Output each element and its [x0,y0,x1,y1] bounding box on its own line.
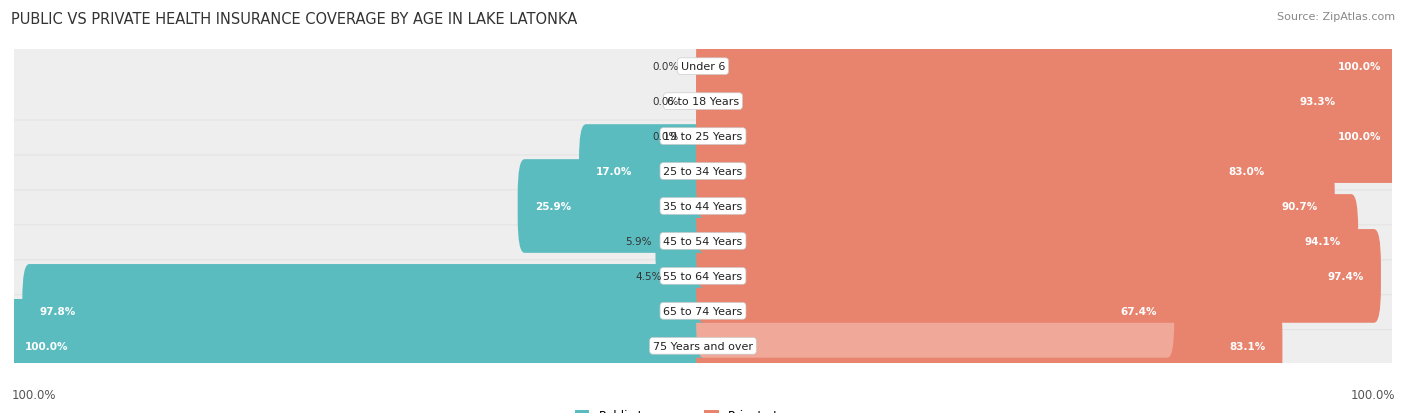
FancyBboxPatch shape [696,125,1282,218]
Text: 55 to 64 Years: 55 to 64 Years [664,271,742,281]
Text: 83.1%: 83.1% [1229,341,1265,351]
Text: Under 6: Under 6 [681,62,725,72]
FancyBboxPatch shape [6,223,1400,330]
Text: 100.0%: 100.0% [1339,132,1382,142]
Text: 17.0%: 17.0% [596,166,633,177]
Text: Source: ZipAtlas.com: Source: ZipAtlas.com [1277,12,1395,22]
Legend: Public Insurance, Private Insurance: Public Insurance, Private Insurance [571,404,835,413]
Text: 83.0%: 83.0% [1229,166,1264,177]
Text: 19 to 25 Years: 19 to 25 Years [664,132,742,142]
Text: 45 to 54 Years: 45 to 54 Years [664,236,742,247]
Text: 100.0%: 100.0% [11,388,56,401]
Text: 75 Years and over: 75 Years and over [652,341,754,351]
FancyBboxPatch shape [517,160,710,253]
FancyBboxPatch shape [696,264,1174,358]
FancyBboxPatch shape [22,264,710,358]
Text: 94.1%: 94.1% [1305,236,1341,247]
Text: 65 to 74 Years: 65 to 74 Years [664,306,742,316]
FancyBboxPatch shape [579,125,710,218]
FancyBboxPatch shape [6,153,1400,260]
Text: 5.9%: 5.9% [626,236,652,247]
Text: 6 to 18 Years: 6 to 18 Years [666,97,740,107]
FancyBboxPatch shape [696,55,1353,149]
FancyBboxPatch shape [6,83,1400,190]
Text: 100.0%: 100.0% [1350,388,1395,401]
Text: 25 to 34 Years: 25 to 34 Years [664,166,742,177]
Text: 67.4%: 67.4% [1121,306,1157,316]
Text: 100.0%: 100.0% [24,341,67,351]
FancyBboxPatch shape [696,195,1358,288]
FancyBboxPatch shape [6,13,1400,121]
Text: 97.8%: 97.8% [39,306,76,316]
Text: 4.5%: 4.5% [636,271,662,281]
FancyBboxPatch shape [696,299,1282,393]
Text: 0.0%: 0.0% [652,132,679,142]
FancyBboxPatch shape [696,160,1334,253]
FancyBboxPatch shape [6,118,1400,225]
FancyBboxPatch shape [6,48,1400,156]
Text: 97.4%: 97.4% [1327,271,1364,281]
FancyBboxPatch shape [696,230,1381,323]
FancyBboxPatch shape [696,20,1399,114]
FancyBboxPatch shape [6,188,1400,295]
Text: PUBLIC VS PRIVATE HEALTH INSURANCE COVERAGE BY AGE IN LAKE LATONKA: PUBLIC VS PRIVATE HEALTH INSURANCE COVER… [11,12,578,27]
Text: 100.0%: 100.0% [1339,62,1382,72]
FancyBboxPatch shape [665,230,710,323]
FancyBboxPatch shape [6,257,1400,365]
Text: 35 to 44 Years: 35 to 44 Years [664,202,742,211]
FancyBboxPatch shape [696,90,1399,183]
Text: 25.9%: 25.9% [534,202,571,211]
Text: 0.0%: 0.0% [652,97,679,107]
FancyBboxPatch shape [655,195,710,288]
FancyBboxPatch shape [7,299,710,393]
Text: 90.7%: 90.7% [1281,202,1317,211]
Text: 0.0%: 0.0% [652,62,679,72]
FancyBboxPatch shape [6,292,1400,400]
Text: 93.3%: 93.3% [1299,97,1336,107]
